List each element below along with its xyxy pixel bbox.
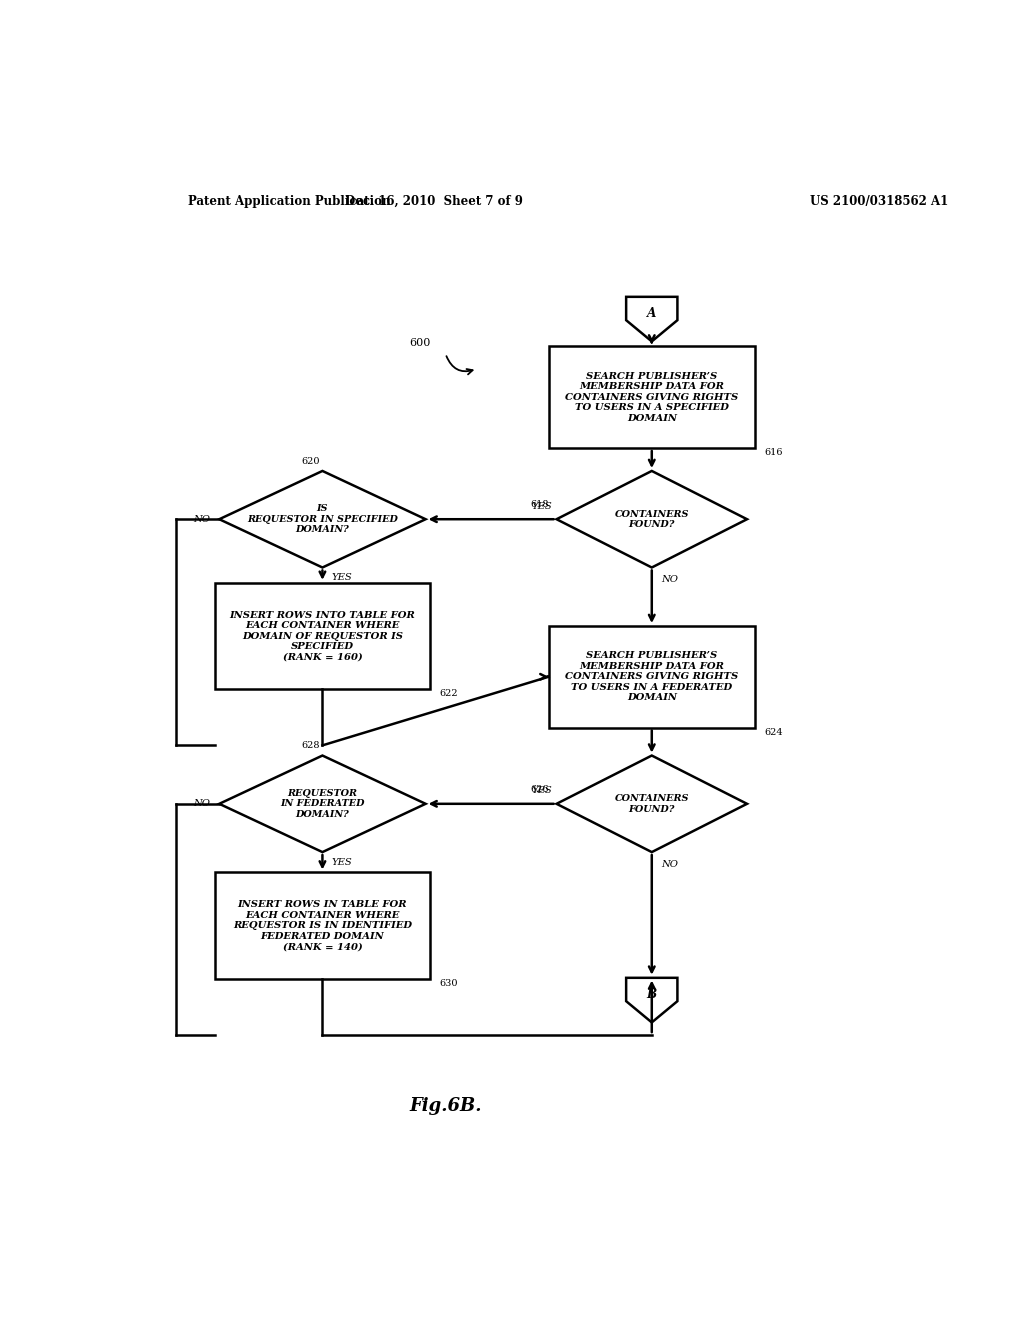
Polygon shape [219,471,426,568]
Text: INSERT ROWS INTO TABLE FOR
EACH CONTAINER WHERE
DOMAIN OF REQUESTOR IS
SPECIFIED: INSERT ROWS INTO TABLE FOR EACH CONTAINE… [229,611,416,661]
Text: Fig.6B.: Fig.6B. [410,1097,481,1114]
Bar [549,346,755,447]
Text: US 2100/0318562 A1: US 2100/0318562 A1 [811,195,949,209]
Text: YES: YES [332,573,352,582]
Bar [549,626,755,727]
Text: SEARCH PUBLISHER’S
MEMBERSHIP DATA FOR
CONTAINERS GIVING RIGHTS
TO USERS IN A SP: SEARCH PUBLISHER’S MEMBERSHIP DATA FOR C… [565,372,738,422]
Polygon shape [626,297,678,342]
Polygon shape [626,978,678,1023]
Text: NO: NO [193,800,210,808]
Text: 622: 622 [439,689,458,698]
Text: IS
REQUESTOR IN SPECIFIED
DOMAIN?: IS REQUESTOR IN SPECIFIED DOMAIN? [247,504,398,535]
Bar [215,582,430,689]
Text: 624: 624 [765,727,783,737]
Polygon shape [219,755,426,853]
Text: INSERT ROWS IN TABLE FOR
EACH CONTAINER WHERE
REQUESTOR IS IN IDENTIFIED
FEDERAT: INSERT ROWS IN TABLE FOR EACH CONTAINER … [232,900,412,952]
Text: YES: YES [531,787,553,795]
Text: YES: YES [531,502,553,511]
Text: 628: 628 [302,742,321,751]
Text: CONTAINERS
FOUND?: CONTAINERS FOUND? [614,795,689,813]
Text: NO: NO [193,515,210,524]
Text: REQUESTOR
IN FEDERATED
DOMAIN?: REQUESTOR IN FEDERATED DOMAIN? [281,789,365,818]
Text: 620: 620 [302,457,321,466]
Bar [215,873,430,979]
Text: B: B [646,989,657,1002]
Text: 630: 630 [439,979,458,989]
Text: 618: 618 [530,500,549,510]
Text: SEARCH PUBLISHER’S
MEMBERSHIP DATA FOR
CONTAINERS GIVING RIGHTS
TO USERS IN A FE: SEARCH PUBLISHER’S MEMBERSHIP DATA FOR C… [565,652,738,702]
Text: 600: 600 [410,338,431,348]
Text: NO: NO [662,576,678,585]
Text: Dec. 16, 2010  Sheet 7 of 9: Dec. 16, 2010 Sheet 7 of 9 [345,195,522,209]
Text: NO: NO [662,859,678,869]
Text: YES: YES [332,858,352,867]
Text: CONTAINERS
FOUND?: CONTAINERS FOUND? [614,510,689,529]
Text: Patent Application Publication: Patent Application Publication [187,195,390,209]
Text: 626: 626 [530,785,549,793]
Text: A: A [647,308,656,321]
Polygon shape [557,755,748,853]
Text: 616: 616 [765,447,783,457]
Polygon shape [557,471,748,568]
